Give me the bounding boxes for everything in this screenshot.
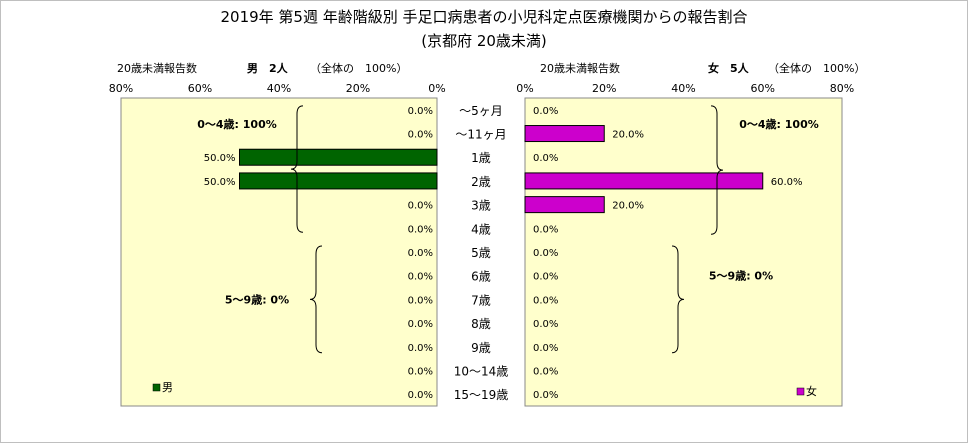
data-label-male: 50.0% [204, 153, 236, 164]
left-axis-tick: 0% [428, 82, 445, 95]
category-label: 10～14歳 [454, 364, 509, 378]
category-label: 7歳 [471, 293, 491, 307]
bar-female [524, 125, 605, 143]
category-label: 5歳 [471, 246, 491, 260]
data-label-male: 0.0% [408, 201, 433, 212]
left-axis-tick: 60% [188, 82, 212, 95]
right-sex-label: 女 5人 [708, 62, 749, 75]
data-label-male: 0.0% [408, 248, 433, 259]
data-label-male: 0.0% [408, 106, 433, 117]
data-label-female: 0.0% [533, 319, 558, 330]
annotation-right-5-9: 5～9歳: 0% [709, 269, 773, 283]
data-label-male: 0.0% [408, 130, 433, 141]
left-axis-label: 20歳未満報告数 [117, 62, 197, 75]
bar-female [524, 172, 764, 190]
bar-male [239, 148, 438, 166]
data-label-female: 0.0% [533, 224, 558, 235]
data-label-male: 0.0% [408, 319, 433, 330]
bar-female [524, 196, 605, 214]
right-axis-tick: 0% [516, 82, 533, 95]
data-label-female: 60.0% [771, 177, 803, 188]
data-label-male: 0.0% [408, 343, 433, 354]
category-label: ～11ヶ月 [455, 128, 506, 142]
data-label-male: 50.0% [204, 177, 236, 188]
category-label: 8歳 [471, 317, 491, 331]
legend-swatch-female [796, 387, 805, 396]
right-axis-tick: 40% [671, 82, 695, 95]
data-label-female: 20.0% [612, 130, 644, 141]
left-axis-tick: 40% [267, 82, 291, 95]
data-label-female: 0.0% [533, 343, 558, 354]
data-label-male: 0.0% [408, 366, 433, 377]
legend-label-female: 女 [806, 384, 817, 398]
data-label-female: 0.0% [533, 390, 558, 401]
right-plot-area [524, 97, 843, 407]
left-total-label: （全体の 100%） [310, 62, 408, 75]
data-label-female: 0.0% [533, 248, 558, 259]
category-label: 4歳 [471, 222, 491, 236]
right-axis-tick: 60% [751, 82, 775, 95]
data-label-female: 0.0% [533, 295, 558, 306]
annotation-left-5-9: 5～9歳: 0% [225, 292, 289, 306]
left-sex-label: 男 2人 [247, 62, 288, 75]
data-label-male: 0.0% [408, 390, 433, 401]
legend-swatch-male [152, 383, 161, 392]
left-axis-tick: 80% [109, 82, 133, 95]
chart-subtitle: (京都府 20歳未満) [421, 32, 547, 50]
brace-left-0-4 [290, 105, 304, 233]
right-axis-label: 20歳未満報告数 [540, 62, 620, 75]
annotation-right-0-4: 0～4歳: 100% [739, 117, 819, 131]
data-label-female: 0.0% [533, 153, 558, 164]
brace-left-5-9 [309, 245, 323, 354]
data-label-female: 0.0% [533, 272, 558, 283]
brace-right-0-4 [710, 105, 724, 235]
left-plot-area [120, 97, 438, 407]
category-label: 15～19歳 [454, 388, 509, 402]
category-label: 9歳 [471, 341, 491, 355]
category-label: 3歳 [471, 199, 491, 213]
data-label-female: 20.0% [612, 201, 644, 212]
right-axis-tick: 80% [830, 82, 854, 95]
data-label-male: 0.0% [408, 272, 433, 283]
data-label-female: 0.0% [533, 366, 558, 377]
right-axis-tick: 20% [592, 82, 616, 95]
bar-male [239, 172, 438, 190]
category-label: 1歳 [471, 151, 491, 165]
chart-title: 2019年 第5週 年齢階級別 手足口病患者の小児科定点医療機関からの報告割合 [220, 8, 748, 26]
brace-right-5-9 [671, 245, 685, 354]
data-label-female: 0.0% [533, 106, 558, 117]
category-label: ～5ヶ月 [459, 104, 503, 118]
legend-label-male: 男 [162, 381, 173, 394]
data-label-male: 0.0% [408, 224, 433, 235]
annotation-left-0-4: 0～4歳: 100% [197, 117, 277, 131]
category-label: 2歳 [471, 175, 491, 189]
right-total-label: （全体の 100%） [768, 62, 866, 75]
left-axis-tick: 20% [346, 82, 370, 95]
data-label-male: 0.0% [408, 295, 433, 306]
category-label: 6歳 [471, 270, 491, 284]
